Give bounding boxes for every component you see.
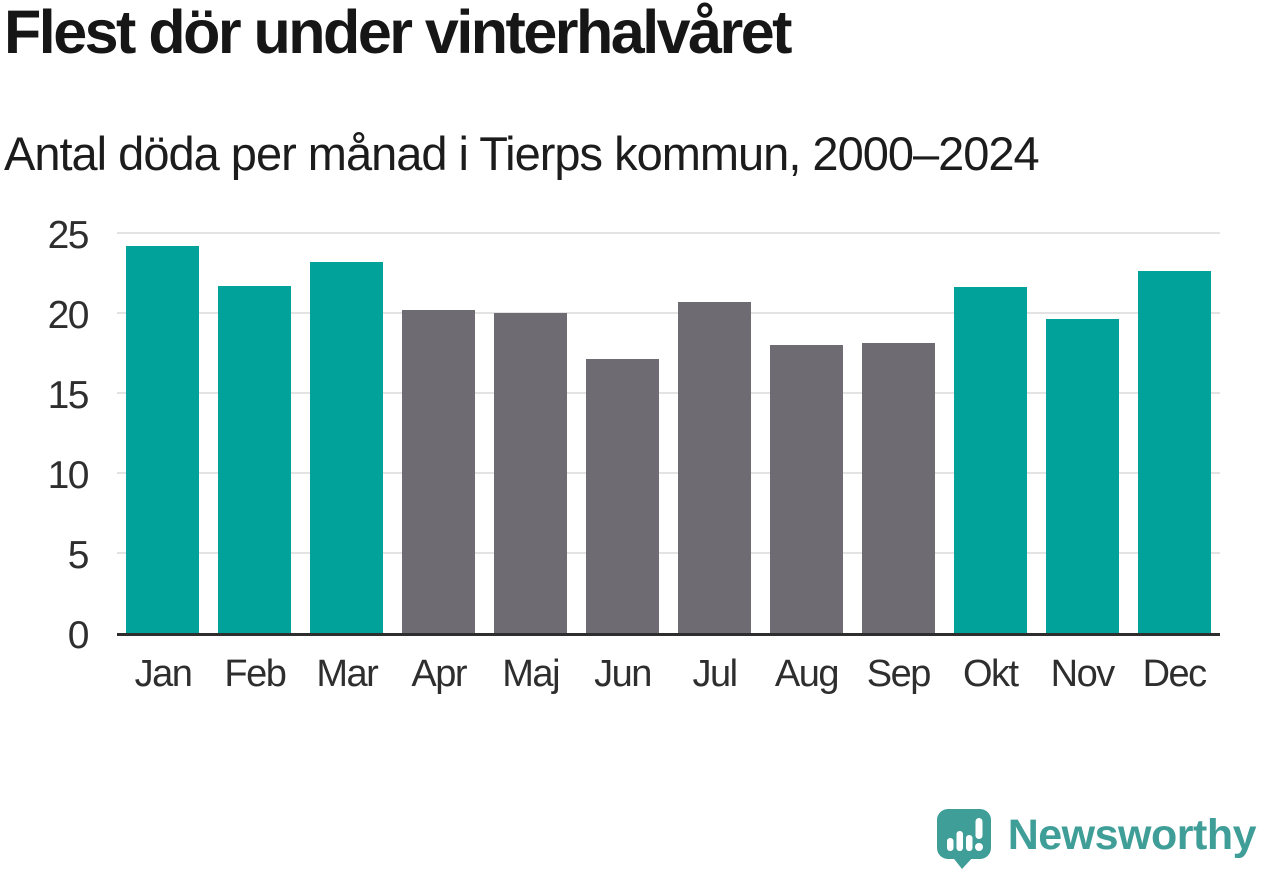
bar-feb	[218, 285, 292, 633]
x-tick-jun: Jun	[594, 653, 652, 695]
x-tick-okt: Okt	[962, 653, 1019, 695]
x-tick-apr: Apr	[411, 653, 467, 695]
bar-apr	[402, 309, 476, 633]
bar-slot-apr	[393, 236, 485, 633]
bar-slot-nov	[1036, 236, 1128, 633]
bar-slot-okt	[944, 236, 1036, 633]
bar-slot-jul	[669, 236, 761, 633]
plot-area	[117, 232, 1220, 636]
gridline-10	[117, 472, 1220, 474]
x-tick-nov: Nov	[1050, 653, 1116, 695]
chart-title: Flest dör under vinterhalvåret	[4, 0, 793, 66]
bar-slot-dec	[1128, 236, 1220, 633]
bar-slot-jun	[577, 236, 669, 633]
chart-subtitle: Antal döda per månad i Tierps kommun, 20…	[4, 127, 1040, 180]
bar-row	[117, 236, 1220, 633]
x-tick-jan: Jan	[134, 653, 193, 695]
bar-slot-maj	[485, 236, 577, 633]
y-tick-10: 10	[47, 454, 90, 497]
bar-slot-feb	[209, 236, 301, 633]
brand-lockup: Newsworthy	[935, 807, 1257, 871]
y-tick-0: 0	[67, 614, 90, 657]
x-tick-sep: Sep	[866, 653, 932, 695]
y-tick-15: 15	[47, 374, 90, 417]
bar-okt	[953, 287, 1027, 633]
gridline-20	[117, 312, 1220, 314]
gridline-5	[117, 552, 1220, 554]
y-tick-25: 25	[47, 214, 90, 257]
bar-jul	[677, 301, 751, 633]
newsworthy-chart-bubble-icon	[936, 809, 991, 869]
bar-dec	[1137, 271, 1211, 633]
y-axis-labels: 0 5 10 15 20 25	[0, 216, 90, 656]
x-tick-mar: Mar	[316, 653, 378, 695]
bar-mar	[310, 261, 384, 633]
x-tick-feb: Feb	[224, 653, 286, 695]
bar-slot-mar	[301, 236, 393, 633]
bar-slot-aug	[760, 236, 852, 633]
gridline-25	[117, 232, 1220, 234]
bar-nov	[1045, 319, 1119, 633]
bar-jan	[126, 245, 200, 633]
x-tick-aug: Aug	[774, 653, 840, 695]
bar-slot-sep	[852, 236, 944, 633]
x-tick-maj: Maj	[502, 653, 560, 695]
brand-name: Newsworthy	[1007, 810, 1257, 859]
y-tick-5: 5	[67, 534, 90, 577]
x-axis-labels: Jan Feb Mar Apr Maj Jun Jul Aug Sep Okt Nov Dec	[117, 652, 1220, 696]
x-tick-jul: Jul	[692, 653, 738, 695]
gridline-15	[117, 392, 1220, 394]
x-tick-dec: Dec	[1142, 653, 1208, 695]
bar-maj	[494, 313, 568, 633]
bar-jun	[586, 359, 660, 633]
bar-slot-jan	[117, 236, 209, 633]
y-tick-20: 20	[47, 294, 90, 337]
bar-sep	[861, 343, 935, 633]
bar-aug	[769, 345, 843, 633]
